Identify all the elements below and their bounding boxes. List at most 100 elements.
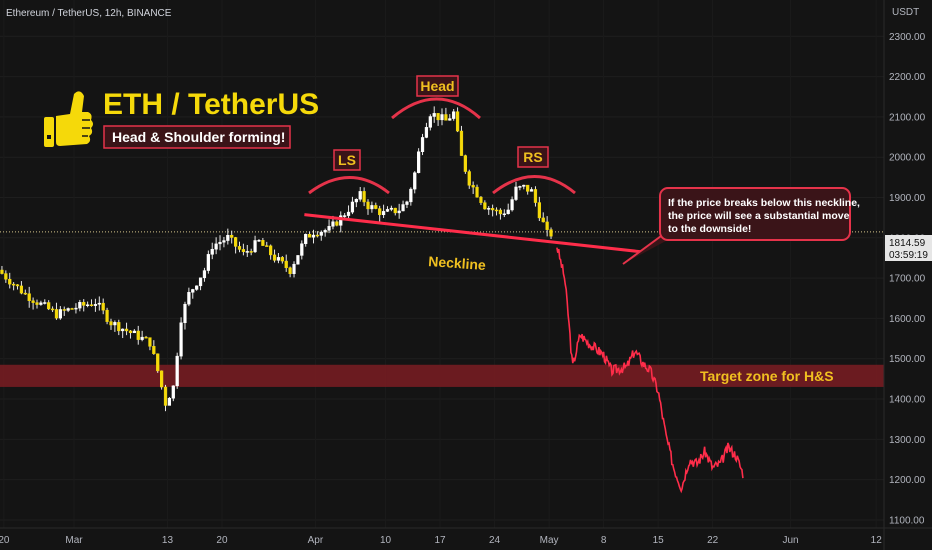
candle-up xyxy=(331,221,335,227)
x-tick-label: 22 xyxy=(707,535,719,546)
candle-up xyxy=(66,308,70,311)
candle-down xyxy=(455,111,460,132)
candle-up xyxy=(276,257,281,261)
candle-down xyxy=(82,302,86,306)
candle-down xyxy=(109,321,113,326)
candle-up xyxy=(93,304,98,306)
ls-label: LS xyxy=(338,152,356,168)
candle-down xyxy=(15,284,20,287)
candle-up xyxy=(132,330,136,334)
candle-up xyxy=(413,172,417,190)
candle-down xyxy=(479,196,483,203)
y-tick-label: 2200.00 xyxy=(889,72,926,83)
candle-down xyxy=(148,337,152,347)
y-tick-label: 1100.00 xyxy=(889,515,925,526)
candle-down xyxy=(19,285,24,294)
candle-down xyxy=(498,209,503,215)
candle-up xyxy=(343,215,347,217)
candle-down xyxy=(491,208,495,211)
title: ETH / TetherUS xyxy=(103,88,319,121)
candle-down xyxy=(459,130,464,156)
candle-up xyxy=(202,270,207,279)
candle-up xyxy=(506,209,510,215)
callout-line-2: the price will see a substantial move xyxy=(668,210,850,222)
candle-up xyxy=(381,211,386,216)
y-tick-label: 2000.00 xyxy=(889,153,926,164)
candle-up xyxy=(198,277,203,287)
candle-up xyxy=(183,303,187,324)
candle-down xyxy=(549,229,553,237)
candle-down xyxy=(494,209,499,212)
y-tick-label: 1600.00 xyxy=(889,314,926,325)
candle-down xyxy=(4,273,8,280)
candle-up xyxy=(428,116,432,128)
candle-down xyxy=(288,267,292,274)
currency-label: USDT xyxy=(892,7,919,18)
candle-down xyxy=(362,191,366,203)
candle-down xyxy=(241,249,246,252)
candle-down xyxy=(237,246,242,250)
candle-down xyxy=(280,257,284,262)
candle-up xyxy=(171,385,175,399)
candle-up xyxy=(296,255,300,265)
candle-up xyxy=(257,240,261,242)
rs-arc xyxy=(492,175,576,195)
x-tick-label: 8 xyxy=(601,535,607,546)
y-tick-label: 1500.00 xyxy=(889,354,926,365)
x-tick-label: 15 xyxy=(653,535,665,546)
candle-up xyxy=(417,151,421,173)
head-label: Head xyxy=(420,78,454,94)
callout-line-3: to the downside! xyxy=(668,223,751,235)
candle-up xyxy=(140,336,144,340)
candle-up xyxy=(339,215,343,226)
rs-label: RS xyxy=(523,149,542,165)
candle-up xyxy=(195,285,199,290)
candle-down xyxy=(249,251,253,253)
candle-down xyxy=(269,245,273,256)
candle-up xyxy=(522,184,526,187)
price-axis-panel xyxy=(884,0,932,550)
ls-arc xyxy=(308,176,390,195)
candle-down xyxy=(307,234,312,238)
candle-up xyxy=(210,248,214,255)
candle-up xyxy=(346,211,351,216)
subtitle: Head & Shoulder forming! xyxy=(112,129,285,145)
y-tick-label: 2300.00 xyxy=(889,32,926,43)
candle-down xyxy=(471,185,475,188)
candle-up xyxy=(300,243,304,256)
candle-up xyxy=(74,307,78,310)
candle-down xyxy=(526,184,530,192)
candle-up xyxy=(206,254,210,271)
x-tick-label: 13 xyxy=(162,535,174,546)
x-tick-label: May xyxy=(540,535,559,546)
candle-up xyxy=(319,231,323,236)
candle-down xyxy=(117,322,121,332)
pair-label: Ethereum / TetherUS, 12h, BINANCE xyxy=(6,8,172,19)
neckline-label: Neckline xyxy=(428,253,487,273)
candle-down xyxy=(31,300,35,303)
candle-up xyxy=(58,309,62,319)
candle-down xyxy=(159,370,164,388)
candle-up xyxy=(510,199,514,211)
candle-up xyxy=(226,235,230,241)
candle-down xyxy=(541,217,545,223)
candle-up xyxy=(253,240,257,253)
candle-down xyxy=(467,171,471,186)
candle-up xyxy=(529,189,534,192)
candle-up xyxy=(401,204,405,212)
candle-down xyxy=(105,309,109,322)
candle-down xyxy=(156,353,160,372)
y-tick-label: 2100.00 xyxy=(889,112,926,123)
candle-up xyxy=(354,199,358,203)
candle-up xyxy=(370,205,374,210)
x-tick-label: 20 xyxy=(0,535,10,546)
candle-down xyxy=(475,186,479,198)
x-tick-label: Apr xyxy=(308,535,324,546)
candle-up xyxy=(187,292,191,305)
candle-up xyxy=(78,302,82,309)
price-tag-bg xyxy=(885,235,932,261)
candle-up xyxy=(191,289,195,293)
candle-down xyxy=(436,113,440,121)
x-tick-label: Jun xyxy=(782,535,798,546)
